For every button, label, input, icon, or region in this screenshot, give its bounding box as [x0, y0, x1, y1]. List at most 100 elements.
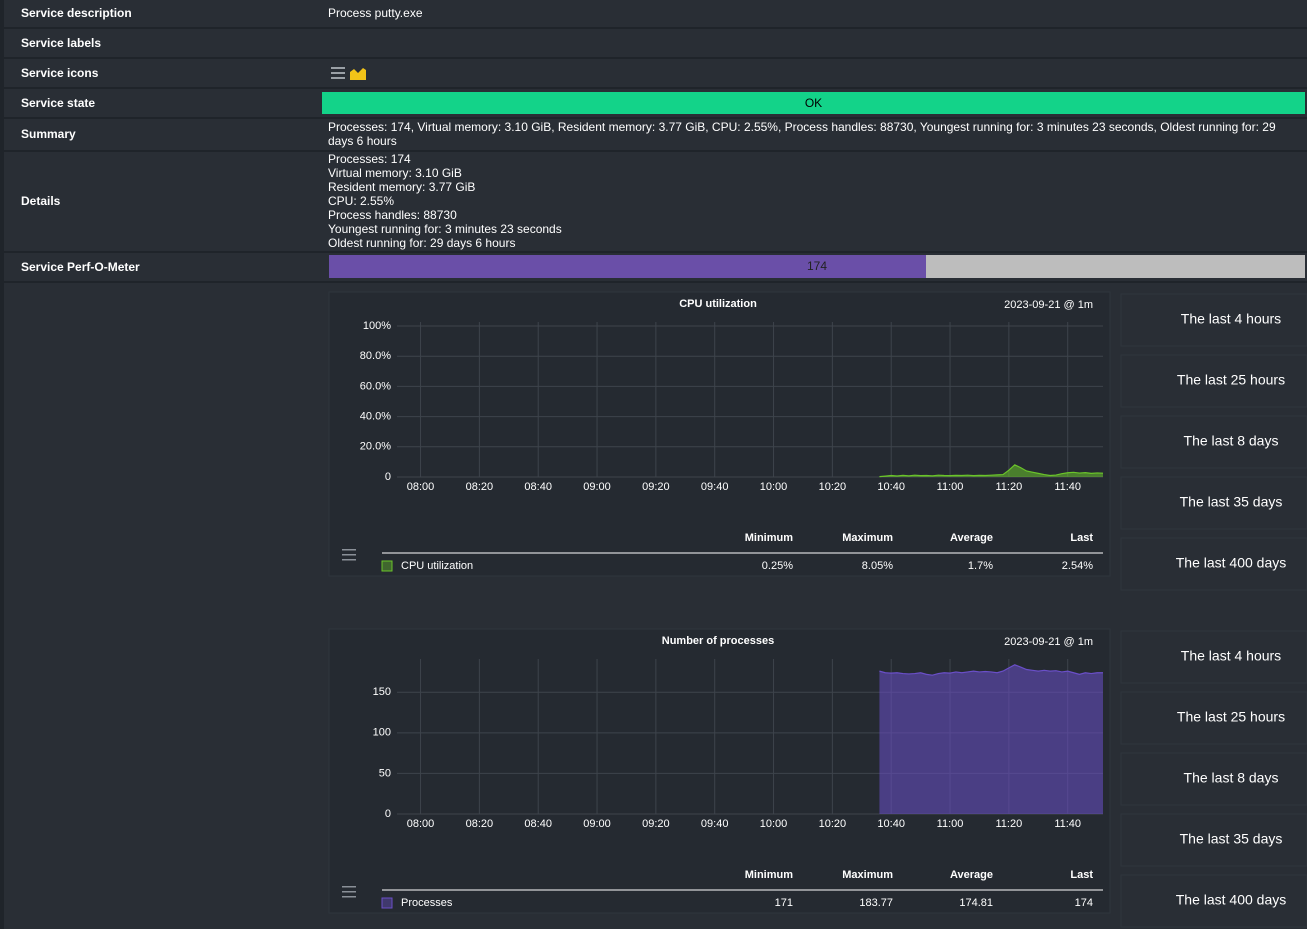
x-tick-label: 11:40 — [1054, 818, 1081, 830]
time-range-label: The last 400 days — [1176, 555, 1287, 571]
x-tick-label: 10:20 — [819, 481, 847, 493]
time-range-label: The last 35 days — [1180, 494, 1283, 510]
perfometer-label: 174 — [806, 259, 828, 273]
y-tick-label: 100% — [363, 320, 391, 332]
row-label: Service description — [21, 6, 132, 20]
service-icons[interactable] — [330, 65, 370, 83]
time-range-label: The last 8 days — [1184, 770, 1279, 786]
detail-line: Virtual memory: 3.10 GiB — [328, 166, 462, 180]
row-value: Processes: 174, Virtual memory: 3.10 GiB… — [328, 120, 1276, 148]
legend-stat: 174 — [1075, 897, 1093, 909]
x-tick-label: 08:20 — [466, 481, 494, 493]
row-label: Details — [21, 194, 61, 208]
time-range-button[interactable] — [1120, 354, 1307, 408]
legend-stat: 2.54% — [1062, 560, 1093, 572]
legend-swatch — [381, 897, 393, 909]
x-tick-label: 08:40 — [524, 818, 552, 830]
legend-column: Maximum — [842, 532, 893, 544]
series-area — [879, 664, 1103, 814]
time-range-label: The last 8 days — [1184, 433, 1279, 449]
row-label: Service state — [21, 96, 96, 110]
graph-panel — [328, 291, 1111, 577]
detail-line: Youngest running for: 3 minutes 23 secon… — [328, 222, 562, 236]
perfometer-fill — [329, 255, 926, 278]
graph-menu[interactable] — [342, 891, 356, 893]
x-tick-label: 10:00 — [760, 481, 788, 493]
y-tick-label: 60.0% — [360, 380, 391, 392]
row-label: Service labels — [21, 36, 102, 50]
legend-column: Average — [950, 869, 993, 881]
detail-line: CPU: 2.55% — [328, 194, 395, 208]
time-range-label: The last 400 days — [1176, 892, 1287, 908]
graph-timestamp: 2023-09-21 @ 1m — [1004, 299, 1093, 311]
x-tick-label: 11:20 — [996, 818, 1023, 830]
graph-menu[interactable] — [342, 896, 356, 898]
graph-menu[interactable] — [342, 559, 356, 561]
y-tick-label: 40.0% — [360, 411, 391, 423]
legend-column: Minimum — [745, 532, 793, 544]
x-tick-label: 11:40 — [1054, 481, 1081, 493]
legend-column: Maximum — [842, 869, 893, 881]
time-range-label: The last 25 hours — [1177, 709, 1285, 725]
row-icons: Service icons — [4, 59, 1307, 87]
x-tick-label: 08:00 — [407, 481, 435, 493]
time-range-button[interactable] — [1120, 630, 1307, 684]
legend-column: Minimum — [745, 869, 793, 881]
legend-stat: 174.81 — [959, 897, 993, 909]
row-value: Process putty.exe — [328, 6, 423, 20]
legend-column: Last — [1070, 532, 1093, 544]
state-badge: OK — [322, 92, 1305, 114]
x-tick-label: 10:20 — [819, 818, 847, 830]
x-tick-label: 09:20 — [642, 481, 670, 493]
x-tick-label: 08:40 — [524, 481, 552, 493]
y-tick-label: 0 — [385, 808, 391, 820]
x-tick-label: 10:40 — [877, 818, 905, 830]
legend-stat: 0.25% — [762, 560, 793, 572]
legend-name: Processes — [401, 897, 453, 909]
legend-stat: 183.77 — [859, 897, 893, 909]
detail-line: Process handles: 88730 — [328, 208, 457, 222]
row-details: Details Processes: 174 Virtual memory: 3.… — [4, 152, 1307, 251]
graph-menu[interactable] — [342, 554, 356, 556]
time-range-button[interactable] — [1120, 476, 1307, 530]
graph-title: Number of processes — [662, 635, 774, 647]
legend-column: Last — [1070, 869, 1093, 881]
y-tick-label: 0 — [385, 471, 391, 483]
row-summary: Summary Processes: 174, Virtual memory: … — [4, 119, 1307, 150]
row-label: Service icons — [21, 66, 99, 80]
time-range-label: The last 4 hours — [1181, 311, 1281, 327]
detail-line: Processes: 174 — [328, 152, 411, 166]
time-range-button[interactable] — [1120, 415, 1307, 469]
time-range-button[interactable] — [1120, 813, 1307, 867]
row-label: Service Perf-O-Meter — [21, 260, 140, 274]
time-range-button[interactable] — [1120, 752, 1307, 806]
x-tick-label: 09:20 — [642, 818, 670, 830]
time-range-label: The last 25 hours — [1177, 372, 1285, 388]
x-tick-label: 09:40 — [701, 481, 729, 493]
graph-title: CPU utilization — [679, 298, 757, 310]
y-tick-label: 20.0% — [360, 441, 391, 453]
legend-name: CPU utilization — [401, 560, 473, 572]
x-tick-label: 11:00 — [937, 818, 964, 830]
x-tick-label: 08:20 — [466, 818, 494, 830]
x-tick-label: 10:00 — [760, 818, 788, 830]
time-range-label: The last 4 hours — [1181, 648, 1281, 664]
graph-menu[interactable] — [342, 886, 356, 888]
time-range-button[interactable] — [1120, 293, 1307, 347]
legend-swatch — [381, 560, 393, 572]
time-range-button[interactable] — [1120, 874, 1307, 928]
x-tick-label: 10:40 — [877, 481, 905, 493]
y-tick-label: 80.0% — [360, 350, 391, 362]
x-tick-label: 09:00 — [583, 818, 611, 830]
graph-menu[interactable] — [342, 549, 356, 551]
x-tick-label: 11:20 — [996, 481, 1023, 493]
row-description: Service description Process putty.exe — [4, 0, 1307, 27]
series-line — [879, 464, 1104, 478]
time-range-button[interactable] — [1120, 691, 1307, 745]
legend-column: Average — [950, 532, 993, 544]
x-tick-label: 09:00 — [583, 481, 611, 493]
y-tick-label: 50 — [379, 767, 391, 779]
time-range-button[interactable] — [1120, 537, 1307, 591]
legend-stat: 171 — [775, 897, 793, 909]
